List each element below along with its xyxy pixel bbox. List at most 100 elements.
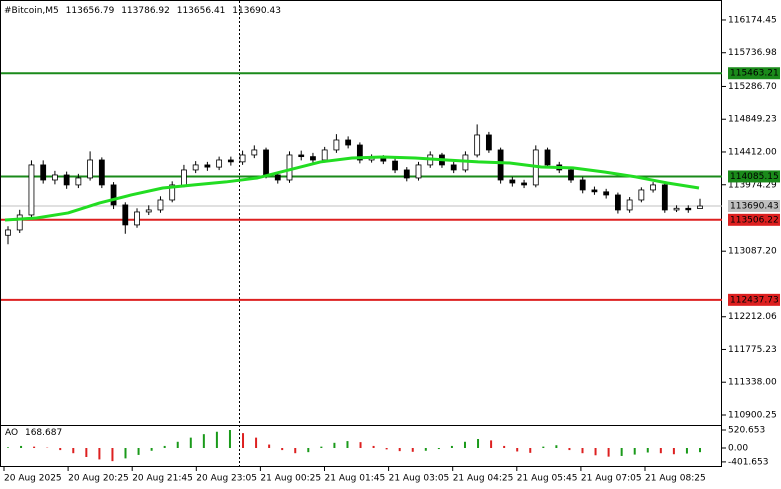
candle-body [380,157,387,162]
candle-body [5,229,11,236]
current-price-tag-bg [728,200,780,213]
candle-body [685,207,692,211]
ao-tick-label: -401.653 [728,457,768,467]
candle-body [392,160,398,171]
y-tick-label: 111775.23 [728,345,777,355]
header-high: 113786.92 [121,6,170,16]
header-low: 113656.41 [177,6,226,16]
candle-body [169,184,176,201]
chart-header: #Bitcoin,M5 113656.79 113786.92 113656.4… [4,6,281,16]
header-open: 113656.79 [66,6,115,16]
level-tag-bg [728,67,780,80]
candle-body [403,169,410,179]
y-tick-label: 116174.45 [728,15,777,25]
candle-body [345,139,352,146]
level-tag: 112437.73 [730,295,779,305]
candle-body [485,134,492,151]
candle-body [673,207,680,211]
candle-body [251,149,258,156]
candle-body [204,164,211,168]
plot-frame [0,0,722,467]
candle-body [274,174,281,181]
candle-body [63,174,70,186]
candle-body [192,164,199,171]
candle-body [263,149,269,176]
candle-body [509,179,516,184]
indicator-value: 168.687 [25,428,62,438]
level-tag: 113506.22 [730,215,779,225]
candle-body [321,149,328,161]
candle-body [28,164,35,216]
candle-body [181,169,187,186]
level-tag: 114085.15 [730,172,779,182]
y-tick-label: 114412.00 [728,147,777,157]
x-tick-label: 21 Aug 00:25 [260,474,321,484]
symbol-title: #Bitcoin,M5 [4,6,59,16]
candle-body [157,199,164,211]
x-tick-label: 21 Aug 03:05 [389,474,450,484]
candle-body [638,189,645,201]
candle-body [110,184,117,206]
candle-body [450,164,457,171]
candle-body [415,164,422,179]
y-tick-label: 110900.25 [728,410,777,420]
candle-body [134,211,140,226]
candle-body [603,191,610,196]
candle-body [216,159,223,168]
level-tag-bg [728,213,780,226]
x-tick-label: 21 Aug 01:45 [325,474,386,484]
ao-tick-label: 520.653 [728,425,765,435]
candle-body [614,194,621,211]
y-tick-label: 113974.29 [728,180,777,190]
candle-body [650,184,656,191]
candle-body [474,134,481,156]
y-tick-label: 113087.20 [728,247,777,257]
candle-body [579,179,586,191]
candle-body [52,174,58,181]
candle-body [75,177,82,186]
header-close: 113690.43 [232,6,281,16]
candle-body [544,149,551,166]
candle-body [40,164,47,181]
candle-body [122,204,129,226]
x-tick-label: 20 Aug 21:45 [132,474,193,484]
x-tick-label: 21 Aug 08:25 [645,474,706,484]
moving-average [4,155,700,222]
indicator-header: AO 168.687 [5,428,62,438]
candle-body [286,154,293,181]
candle-body [333,139,340,151]
y-tick-label: 111338.00 [728,378,777,388]
candle-body [239,154,246,163]
current-price-tag: 113690.43 [730,202,779,212]
x-tick-label: 20 Aug 23:05 [196,474,257,484]
y-tick-label: 112212.06 [728,312,777,322]
y-tick-label: 114849.23 [728,115,777,125]
candle-body [16,214,23,231]
candle-body [521,182,527,186]
candle-body [568,169,574,181]
level-tag: 115463.21 [730,69,779,79]
y-tick-label: 115286.70 [728,82,777,92]
level-tag-bg [728,170,780,183]
x-tick-label: 21 Aug 04:25 [453,474,514,484]
candle-body [356,144,363,161]
candle-body [310,156,316,161]
x-tick-label: 21 Aug 07:05 [581,474,642,484]
candle-body [87,159,94,179]
candle-body [227,159,234,163]
x-tick-label: 20 Aug 2025 [4,474,62,484]
candle-body [697,205,703,209]
candle-body [626,199,633,211]
candle-body [497,149,504,181]
candle-body [298,154,305,158]
candle-body [145,209,152,213]
level-tag-bg [728,293,780,306]
y-tick-label: 115736.98 [728,48,777,58]
x-tick-label: 20 Aug 20:25 [68,474,129,484]
indicator-name: AO [5,428,18,438]
x-tick-label: 21 Aug 05:45 [517,474,578,484]
candle-body [661,184,668,211]
candle-body [98,159,105,186]
